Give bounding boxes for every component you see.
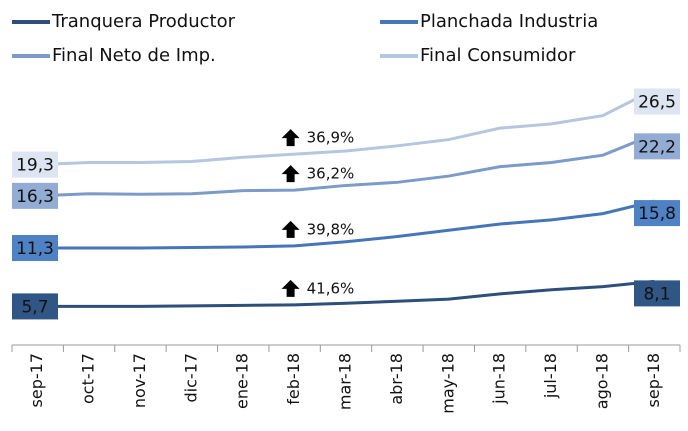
x-tick-label: sep-18 (644, 353, 663, 407)
series-line (37, 132, 655, 198)
annotation: 36,9% (307, 129, 355, 147)
legend-label: Tranquera Productor (51, 11, 236, 32)
value-label: 22,2 (638, 137, 676, 157)
value-label: 19,3 (16, 156, 54, 176)
x-tick-label: mar-18 (336, 353, 355, 410)
up-arrow (281, 279, 300, 297)
x-tick-label: jun-18 (490, 353, 509, 405)
x-tick-label: sep-17 (27, 353, 46, 407)
value-label-box (634, 200, 680, 227)
up-arrow (281, 165, 300, 183)
value-label: 5,7 (21, 297, 48, 317)
up-arrow (281, 129, 300, 147)
value-label: 8,1 (643, 284, 670, 304)
value-label-box (12, 235, 58, 262)
legend-label: Final Consumidor (420, 45, 576, 66)
series-line (37, 279, 655, 308)
up-arrow (281, 220, 300, 238)
x-tick-label: jul-18 (541, 353, 560, 399)
x-tick-label: nov-17 (130, 353, 149, 408)
x-tick-label: ene-18 (233, 353, 252, 409)
value-label-box (12, 151, 58, 178)
value-label-box (634, 280, 680, 307)
annotation: 39,8% (307, 220, 355, 238)
value-label-box (12, 182, 58, 209)
value-label-box (634, 133, 680, 160)
x-tick-label: feb-18 (284, 353, 303, 405)
x-tick-label: may-18 (438, 353, 457, 414)
x-tick-label: abr-18 (387, 353, 406, 405)
annotation: 36,2% (307, 165, 355, 183)
x-tick-label: oct-17 (79, 353, 98, 404)
value-label: 16,3 (16, 187, 54, 207)
annotation: 41,6% (307, 279, 355, 297)
value-label: 11,3 (16, 239, 54, 259)
series-line (37, 88, 655, 167)
value-label-box (634, 88, 680, 115)
value-label-box (12, 293, 58, 320)
legend-label: Final Neto de Imp. (52, 45, 216, 66)
series-line (37, 199, 655, 250)
value-label: 15,8 (638, 204, 676, 224)
value-label: 26,5 (638, 93, 676, 113)
legend-label: Planchada Industria (420, 11, 598, 32)
x-tick-label: ago-18 (592, 353, 611, 409)
x-tick-label: dic-17 (181, 353, 200, 403)
